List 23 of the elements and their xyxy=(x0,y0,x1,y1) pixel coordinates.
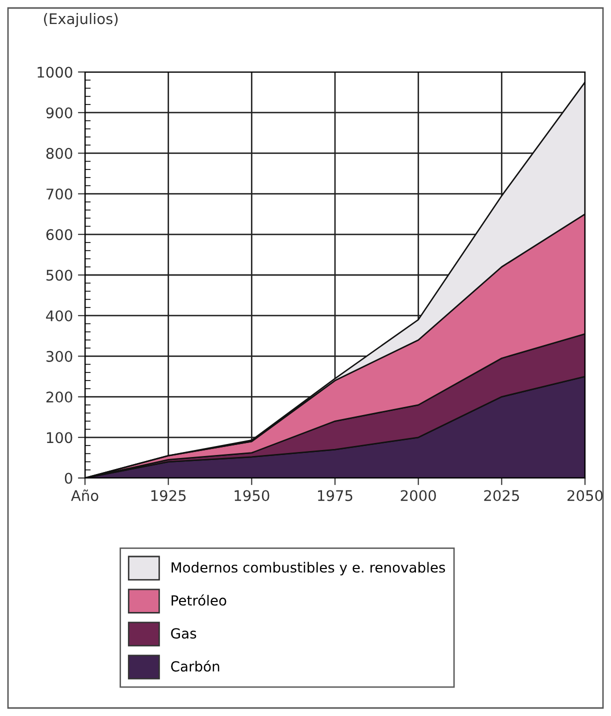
y-tick-label: 0 xyxy=(64,472,72,484)
y-tick-label: 200 xyxy=(46,392,72,403)
y-tick-label: 400 xyxy=(46,310,72,322)
x-tick-label: 2000 xyxy=(400,490,436,502)
x-tick-label: Año xyxy=(71,490,98,502)
x-tick-label: 1950 xyxy=(234,490,270,502)
x-tick-label: 2050 xyxy=(568,490,603,502)
legend-label: Carbón xyxy=(171,660,220,672)
y-tick-label: 600 xyxy=(46,229,72,240)
x-tick-label: 2025 xyxy=(484,490,519,502)
y-tick-label: 300 xyxy=(46,350,72,362)
x-tick-label: 1925 xyxy=(151,490,186,502)
legend-label: Modernos combustibles y e. renovables xyxy=(172,562,446,576)
y-tick-label: 800 xyxy=(46,148,72,159)
legend-label: Petróleo xyxy=(172,594,226,606)
legend-label: Gas xyxy=(171,628,196,639)
y-axis-title: (Exajulios) xyxy=(44,12,118,28)
x-tick-label: 1975 xyxy=(318,490,352,502)
y-tick-label: 100 xyxy=(46,432,72,444)
y-tick-label: 1000 xyxy=(38,66,72,78)
y-tick-label: 500 xyxy=(46,270,72,281)
y-tick-label: 700 xyxy=(46,188,72,200)
y-tick-label: 900 xyxy=(46,107,72,118)
